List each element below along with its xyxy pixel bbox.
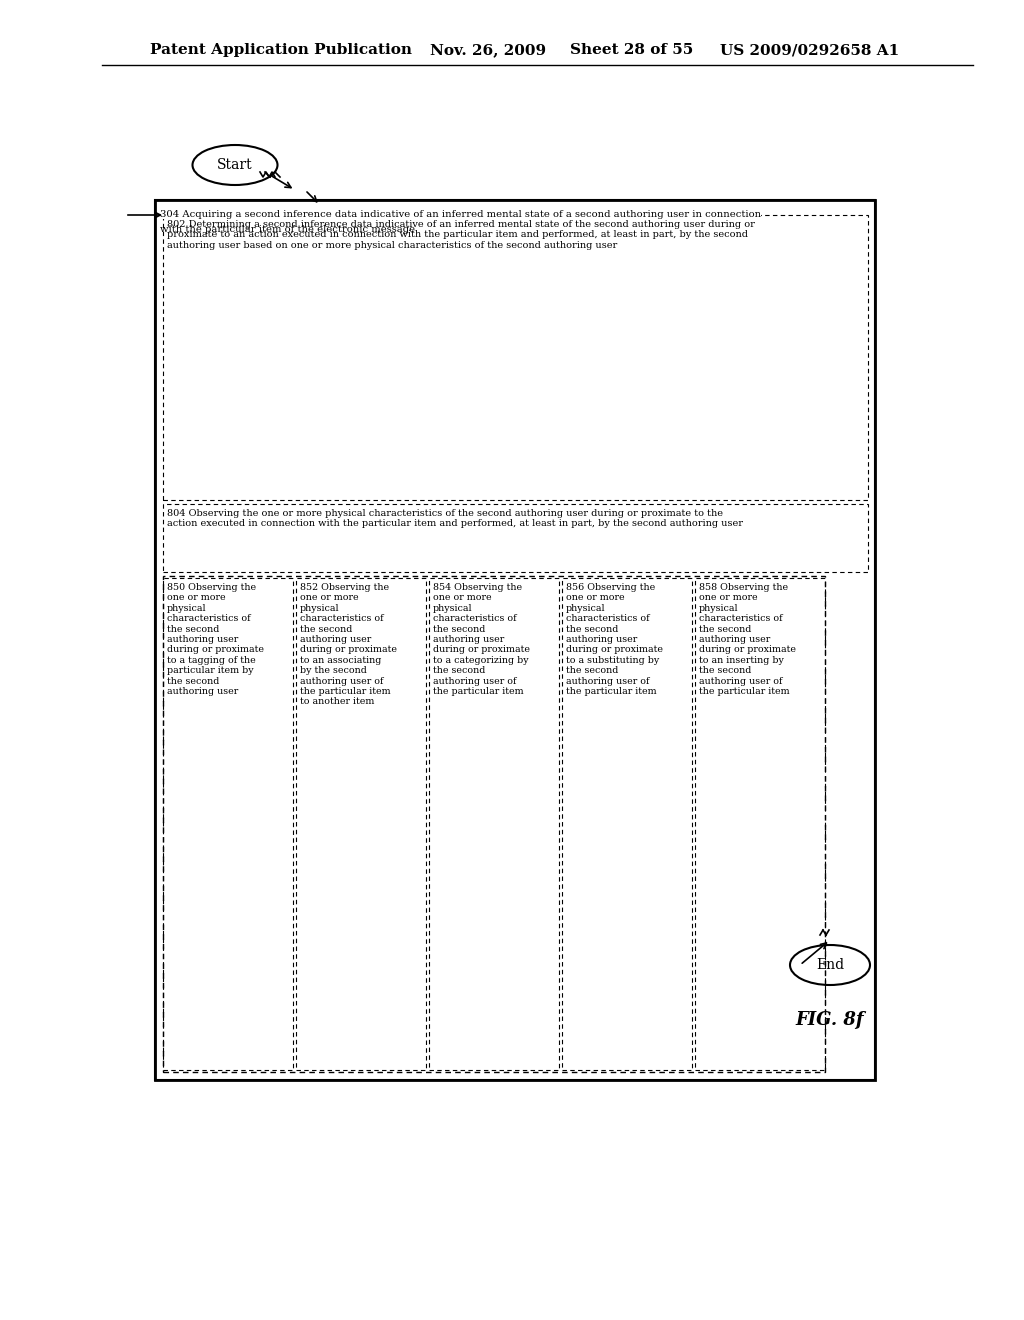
Bar — [163, 215, 868, 500]
Text: Nov. 26, 2009: Nov. 26, 2009 — [430, 44, 546, 57]
Bar — [163, 578, 293, 1071]
Bar — [429, 578, 559, 1071]
Text: with the particular item of the electronic message: with the particular item of the electron… — [160, 224, 415, 234]
Text: 852 Observing the
one or more
physical
characteristics of
the second
authoring u: 852 Observing the one or more physical c… — [300, 583, 397, 706]
Text: 854 Observing the
one or more
physical
characteristics of
the second
authoring u: 854 Observing the one or more physical c… — [433, 583, 530, 696]
Bar — [163, 504, 868, 572]
Bar — [155, 201, 874, 1080]
Bar — [562, 578, 692, 1071]
Bar — [163, 576, 825, 1072]
Bar — [695, 578, 825, 1071]
Text: 858 Observing the
one or more
physical
characteristics of
the second
authoring u: 858 Observing the one or more physical c… — [699, 583, 796, 696]
Text: Sheet 28 of 55: Sheet 28 of 55 — [570, 44, 693, 57]
Bar — [296, 578, 426, 1071]
Text: 802 Determining a second inference data indicative of an inferred mental state o: 802 Determining a second inference data … — [167, 220, 755, 249]
Text: 804 Observing the one or more physical characteristics of the second authoring u: 804 Observing the one or more physical c… — [167, 510, 743, 528]
Text: 850 Observing the
one or more
physical
characteristics of
the second
authoring u: 850 Observing the one or more physical c… — [167, 583, 264, 696]
Text: Patent Application Publication: Patent Application Publication — [150, 44, 412, 57]
Text: Start: Start — [217, 158, 253, 172]
Text: US 2009/0292658 A1: US 2009/0292658 A1 — [720, 44, 899, 57]
Text: End: End — [816, 958, 844, 972]
Text: FIG. 8f: FIG. 8f — [796, 1011, 864, 1030]
Text: 856 Observing the
one or more
physical
characteristics of
the second
authoring u: 856 Observing the one or more physical c… — [566, 583, 663, 696]
Text: 304 Acquiring a second inference data indicative of an inferred mental state of : 304 Acquiring a second inference data in… — [160, 210, 761, 219]
